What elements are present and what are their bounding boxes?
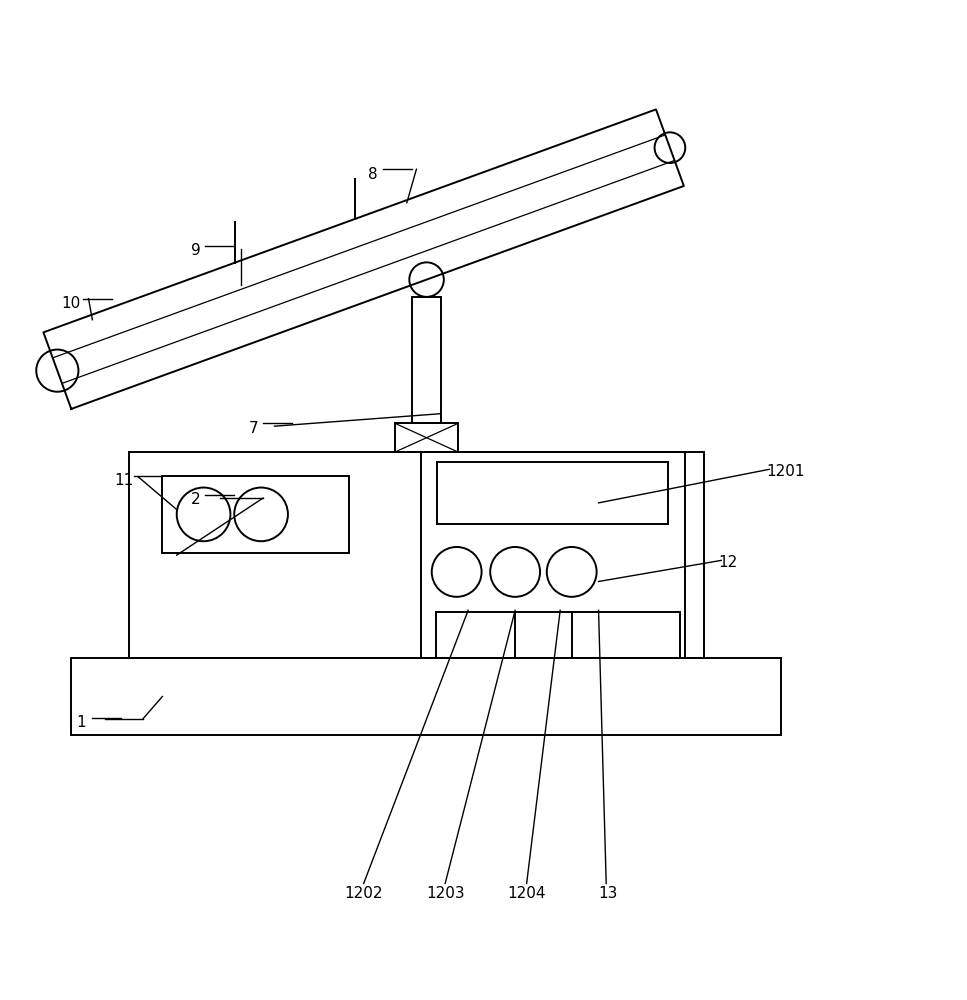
Bar [129,452,704,658]
Text: 9: 9 [191,243,201,258]
Text: 11: 11 [114,473,133,488]
Bar [395,423,458,452]
Text: 13: 13 [599,886,618,901]
Text: 1: 1 [76,715,86,730]
Text: 8: 8 [368,167,378,182]
Bar [435,612,680,658]
Text: 1202: 1202 [344,886,383,901]
Bar [412,297,441,423]
Text: 1203: 1203 [426,886,464,901]
Text: 12: 12 [718,555,738,570]
Bar [437,462,667,524]
Text: 2: 2 [191,492,201,508]
Bar [162,476,349,553]
Bar [422,452,685,658]
Text: 10: 10 [62,296,81,311]
Text: 1201: 1201 [766,464,805,479]
Bar [72,658,780,735]
Text: 7: 7 [249,421,258,436]
Text: 1204: 1204 [508,886,546,901]
